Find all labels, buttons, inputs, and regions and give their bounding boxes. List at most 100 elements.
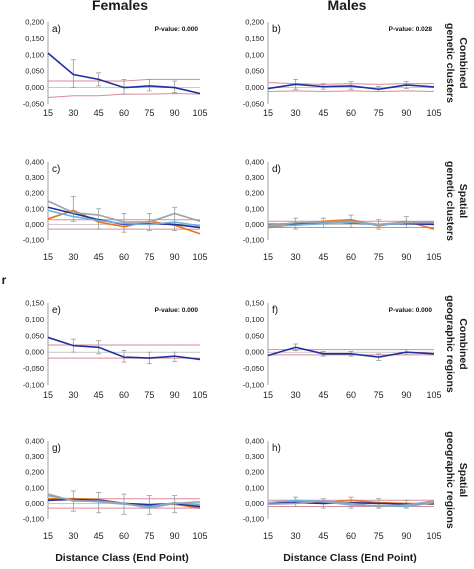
x-tick-label: 75 (374, 252, 384, 262)
x-tick-label: 90 (170, 108, 180, 118)
y-tick-label: -0,050 (243, 364, 264, 373)
y-tick-label: 0,000 (245, 499, 264, 508)
x-axis-title-left: Distance Class (End Point) (55, 552, 189, 564)
x-tick-label: 60 (346, 531, 356, 541)
y-tick-label: 0,100 (25, 483, 44, 492)
x-tick-label: 90 (170, 531, 180, 541)
y-tick-label: 0,150 (245, 34, 264, 43)
x-tick-label: 45 (318, 108, 328, 118)
x-tick-label: 105 (426, 108, 441, 118)
x-tick-label: 75 (374, 531, 384, 541)
y-tick-label: 0,300 (245, 452, 264, 461)
x-tick-label: 30 (291, 531, 301, 541)
x-tick-label: 60 (119, 252, 129, 262)
x-tick-label: 105 (192, 390, 207, 400)
x-tick-label: 30 (68, 390, 78, 400)
x-tick-label: 45 (94, 531, 104, 541)
col-title-females: Females (92, 0, 148, 13)
y-tick-label: -0,100 (23, 236, 44, 245)
confidence-line (267, 90, 435, 93)
x-tick-label: 30 (68, 252, 78, 262)
x-tick-label: 15 (263, 390, 273, 400)
x-tick-label: 30 (291, 252, 301, 262)
y-tick-label: -0,100 (23, 515, 44, 524)
x-tick-label: 15 (263, 108, 273, 118)
p-value-label: P-value: 0.000 (155, 26, 199, 33)
y-tick-label: 0,300 (25, 173, 44, 182)
y-tick-label: 0,300 (245, 173, 264, 182)
panel-label: c) (52, 164, 60, 175)
y-tick-label: 0,050 (245, 67, 264, 76)
x-tick-label: 105 (426, 531, 441, 541)
panel-label: d) (272, 164, 281, 175)
x-tick-label: 60 (346, 252, 356, 262)
panel-label: g) (52, 443, 61, 454)
y-tick-label: 0,300 (25, 452, 44, 461)
x-tick-label: 90 (401, 390, 411, 400)
y-tick-label: 0,000 (245, 83, 264, 92)
y-tick-label: 0,150 (25, 34, 44, 43)
y-tick-label: -0,100 (243, 236, 264, 245)
x-tick-label: 15 (263, 252, 273, 262)
series-line (267, 499, 435, 508)
panel-label: b) (272, 24, 281, 35)
y-tick-label: 0,200 (245, 468, 264, 477)
row-title-line-2: geographic regions (444, 431, 456, 529)
x-tick-label: 75 (374, 390, 384, 400)
panel-label: a) (52, 24, 61, 35)
panel-label: e) (52, 305, 61, 316)
row-title-line-2: genetic clusters (444, 23, 456, 103)
x-tick-label: 30 (68, 108, 78, 118)
x-tick-label: 90 (170, 390, 180, 400)
y-tick-label: 0,200 (245, 18, 264, 27)
series-line (47, 209, 201, 227)
x-tick-label: 105 (192, 108, 207, 118)
x-tick-label: 105 (426, 390, 441, 400)
y-tick-label: -0,100 (243, 381, 264, 390)
x-tick-label: 15 (43, 252, 53, 262)
y-tick-label: 0,100 (25, 315, 44, 324)
panel-label: h) (272, 443, 281, 454)
panel-g: 0,400 0,300 0,200 0,100 0,000 -0,100 15 30 45 60 7… (23, 437, 208, 542)
x-tick-label: 60 (119, 390, 129, 400)
x-tick-label: 60 (346, 390, 356, 400)
y-tick-label: -0,100 (23, 381, 44, 390)
y-tick-label: 0,150 (25, 299, 44, 308)
panel-d: 0,400 0,300 0,200 0,100 0,000 -0,100 15 30 45 60 7… (243, 158, 442, 263)
x-tick-label: 75 (144, 108, 154, 118)
y-tick-label: 0,400 (245, 158, 264, 167)
series-line (267, 500, 435, 508)
x-tick-label: 45 (318, 531, 328, 541)
x-tick-label: 30 (291, 390, 301, 400)
p-value-label: P-value: 0.028 (389, 26, 433, 33)
x-tick-label: 90 (170, 252, 180, 262)
row-title-line-2: geographic regions (444, 295, 456, 393)
x-tick-label: 45 (94, 108, 104, 118)
x-tick-label: 15 (43, 531, 53, 541)
p-value-label: P-value: 0.000 (389, 307, 433, 314)
y-tick-label: 0,100 (25, 204, 44, 213)
row-title-line-2: genetic clusters (444, 161, 456, 241)
x-tick-label: 15 (43, 108, 53, 118)
y-tick-label: 0,000 (25, 348, 44, 357)
y-tick-label: 0,400 (25, 158, 44, 167)
y-tick-label: -0,100 (243, 515, 264, 524)
series-line (267, 346, 435, 358)
series-line (47, 336, 201, 361)
y-axis-symbol: r (2, 273, 7, 287)
y-tick-label: -0,050 (243, 100, 264, 109)
x-tick-label: 45 (94, 390, 104, 400)
y-tick-label: 0,200 (25, 18, 44, 27)
x-tick-label: 90 (401, 252, 411, 262)
y-tick-label: 0,050 (25, 331, 44, 340)
y-tick-label: 0,100 (245, 204, 264, 213)
